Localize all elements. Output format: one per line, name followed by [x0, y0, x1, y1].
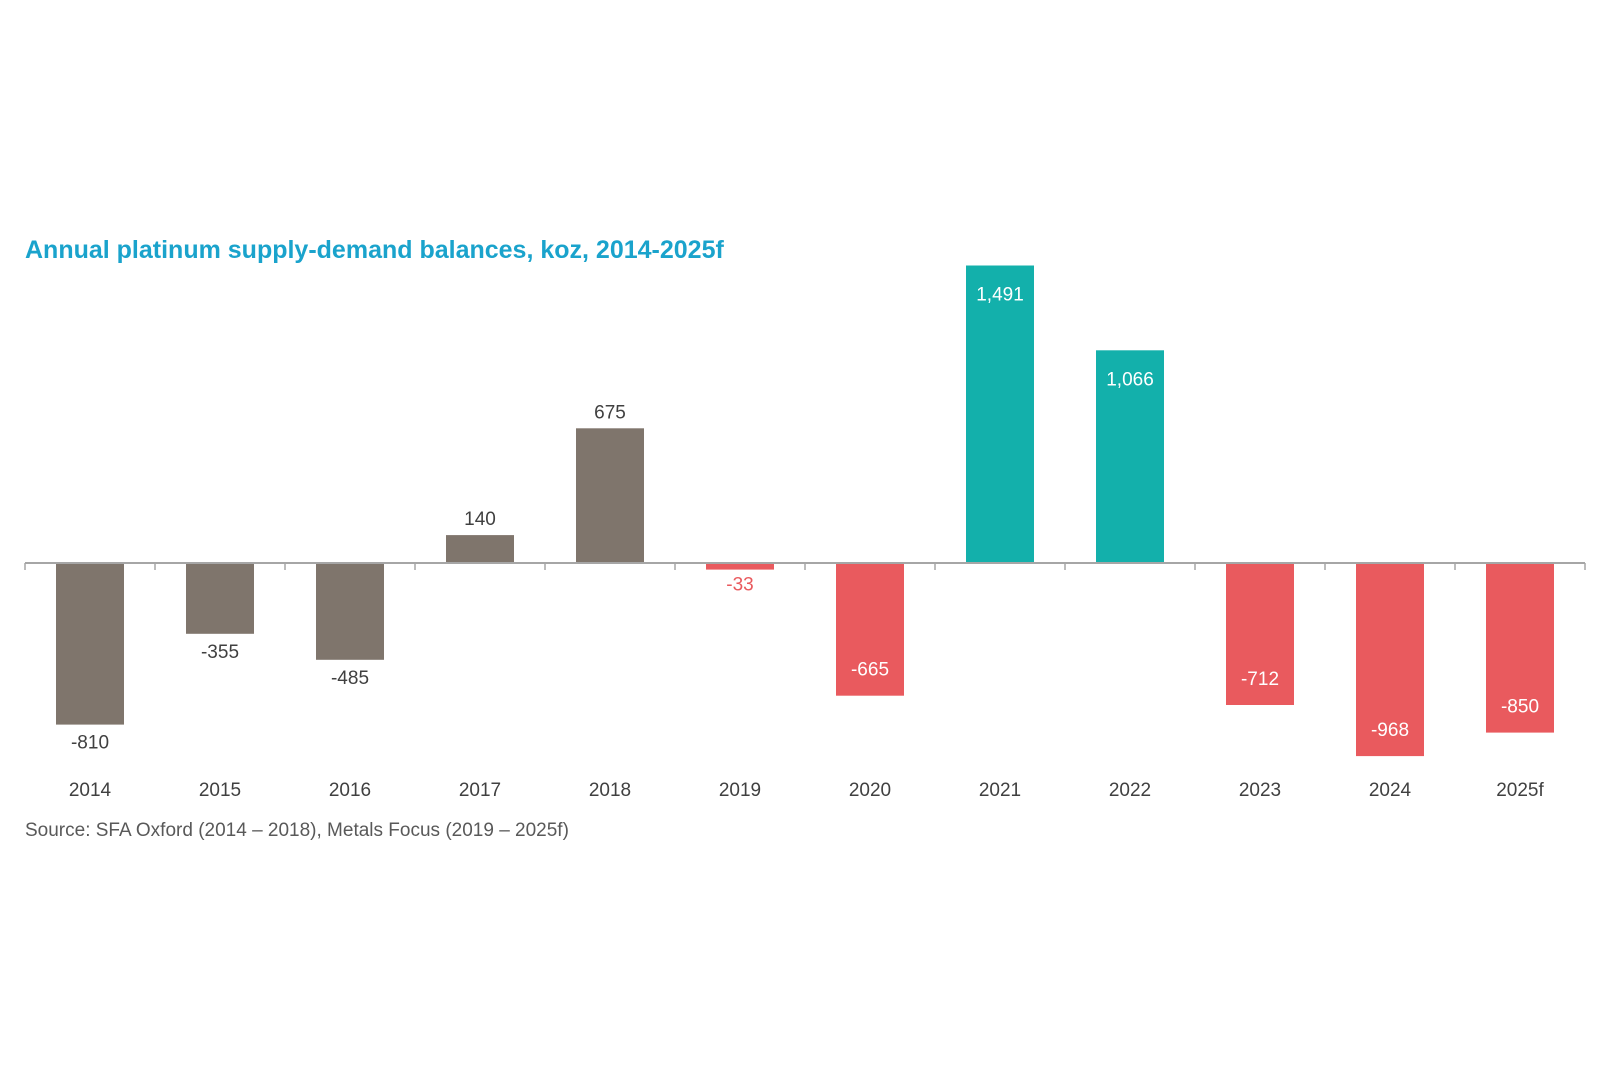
- x-tick-label-2017: 2017: [459, 780, 501, 801]
- x-tick-label-2015: 2015: [199, 780, 241, 801]
- data-label-2016: -485: [331, 668, 369, 689]
- data-label-2020: -665: [851, 660, 889, 681]
- bar-2021: [966, 265, 1034, 563]
- data-label-2024: -968: [1371, 720, 1409, 741]
- bars-layer: [56, 265, 1554, 757]
- chart-source-note: Source: SFA Oxford (2014 – 2018), Metals…: [25, 820, 569, 841]
- bar-2014: [56, 563, 124, 725]
- data-labels-layer: -810 -355 -485 140 675 -33 -665 1,491 1,066 -712 -…: [71, 285, 1539, 754]
- data-label-2022: 1,066: [1106, 369, 1154, 390]
- data-label-2015: -355: [201, 642, 239, 663]
- x-tick-label-2025f: 2025f: [1496, 780, 1544, 801]
- bar-2024: [1356, 563, 1424, 757]
- data-label-2018: 675: [594, 402, 626, 423]
- bar-2025f: [1486, 563, 1554, 733]
- x-tick-label-2020: 2020: [849, 780, 891, 801]
- data-label-2025f: -850: [1501, 697, 1539, 718]
- x-axis: [24, 562, 1586, 570]
- x-tick-label-2024: 2024: [1369, 780, 1412, 801]
- bar-2023: [1226, 563, 1294, 705]
- data-label-2017: 140: [464, 509, 496, 530]
- x-tick-label-2018: 2018: [589, 780, 631, 801]
- data-label-2021: 1,491: [976, 285, 1024, 306]
- data-label-2019: -33: [726, 575, 753, 596]
- x-tick-label-2019: 2019: [719, 780, 761, 801]
- bar-2018: [576, 428, 644, 563]
- x-tick-labels-layer: 2014 2015 2016 2017 2018 2019 2020 2021 2022 2023…: [69, 780, 1545, 801]
- x-tick-label-2016: 2016: [329, 780, 371, 801]
- bar-2020: [836, 563, 904, 696]
- bar-2019: [706, 563, 774, 570]
- data-label-2014: -810: [71, 733, 109, 754]
- x-tick-label-2022: 2022: [1109, 780, 1151, 801]
- bar-2022: [1096, 350, 1164, 563]
- data-label-2023: -712: [1241, 669, 1279, 690]
- x-tick-label-2014: 2014: [69, 780, 112, 801]
- bar-2016: [316, 563, 384, 660]
- bar-2017: [446, 535, 514, 563]
- x-tick-label-2021: 2021: [979, 780, 1021, 801]
- x-tick-label-2023: 2023: [1239, 780, 1281, 801]
- chart-title: Annual platinum supply-demand balances, …: [25, 236, 724, 264]
- bar-2015: [186, 563, 254, 634]
